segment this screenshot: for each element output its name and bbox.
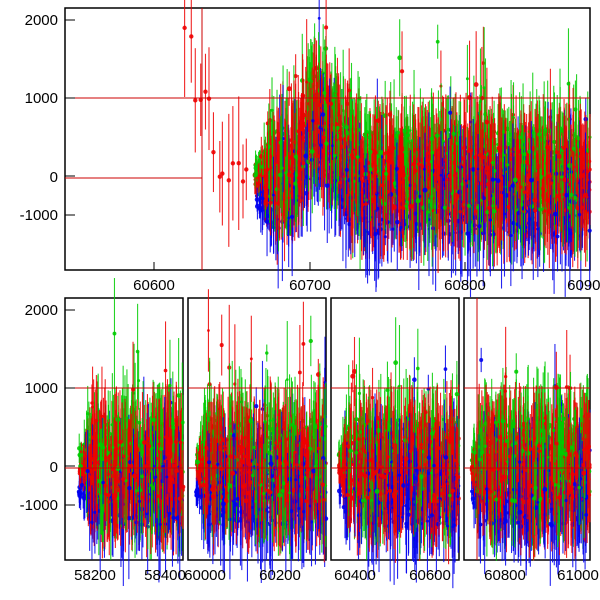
bottom-xtick-58400: 58400 — [144, 567, 186, 584]
bottom-xtick-60200: 60200 — [259, 567, 301, 584]
bottom-x-axis: 58200 58400 60000 60200 60400 60600 6080… — [74, 567, 599, 584]
top-panel-group: -1000 0 1000 2000 60600 60700 60800 6090… — [20, 0, 600, 297]
top-ytick-neg1000: -1000 — [20, 207, 58, 224]
bottom-xtick-60400: 60400 — [334, 567, 376, 584]
bottom-ytick-neg1000: -1000 — [20, 497, 58, 514]
bottom-xtick-60800: 60800 — [484, 567, 526, 584]
light-curve-chart: -1000 0 1000 2000 60600 60700 60800 6090… — [0, 0, 600, 600]
top-ytick-2000: 2000 — [25, 12, 58, 29]
bottom-xtick-58200: 58200 — [74, 567, 116, 584]
bottom-xtick-60600: 60600 — [409, 567, 451, 584]
top-xtick-60900: 60900 — [567, 277, 600, 294]
bottom-ytick-1000: 1000 — [25, 380, 58, 397]
top-ytick-1000: 1000 — [25, 90, 58, 107]
bottom-ytick-2000: 2000 — [25, 302, 58, 319]
top-xtick-60700: 60700 — [289, 277, 331, 294]
bottom-xtick-60000: 60000 — [184, 567, 226, 584]
bottom-panel-group: -1000 0 1000 2000 58200 58400 60000 6020… — [20, 278, 599, 588]
top-ytick-0: 0 — [50, 169, 58, 186]
bottom-xtick-61000: 61000 — [557, 567, 599, 584]
top-xtick-60800: 60800 — [444, 277, 486, 294]
top-xtick-60600: 60600 — [133, 277, 175, 294]
bottom-ytick-0: 0 — [50, 459, 58, 476]
chart-svg: -1000 0 1000 2000 60600 60700 60800 6090… — [0, 0, 600, 600]
